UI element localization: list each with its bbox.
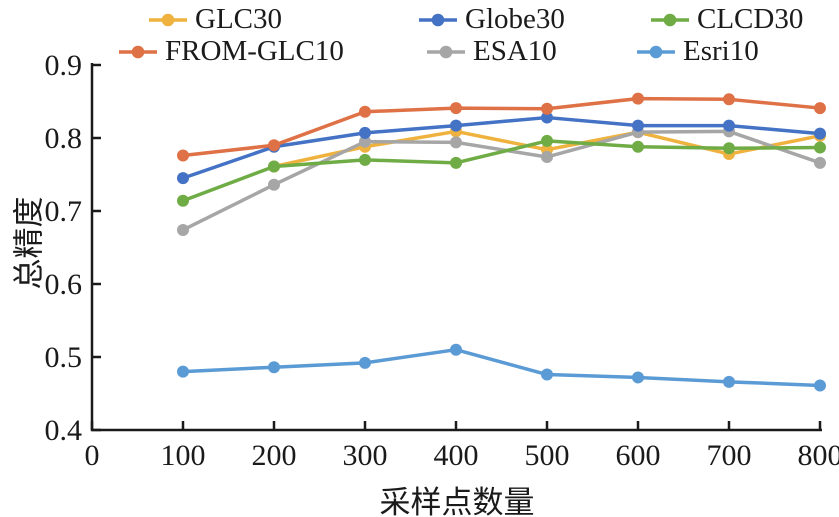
y-tick-label: 0.7 xyxy=(45,195,83,228)
series-line-globe30 xyxy=(182,115,821,180)
data-point-esa10 xyxy=(177,223,189,236)
legend-marker-icon xyxy=(651,13,689,26)
data-point-globe30 xyxy=(177,172,189,185)
legend-marker-icon xyxy=(419,13,457,26)
data-point-from-glc10 xyxy=(177,149,189,162)
data-point-clcd30 xyxy=(268,160,280,173)
data-point-from-glc10 xyxy=(359,105,371,118)
x-tick-label: 500 xyxy=(525,439,570,472)
x-tick-label: 200 xyxy=(252,439,297,472)
x-tick-label: 300 xyxy=(343,439,388,472)
data-point-esa10 xyxy=(359,135,371,148)
data-point-clcd30 xyxy=(450,156,462,169)
legend-label: GLC30 xyxy=(195,3,282,35)
data-point-clcd30 xyxy=(359,153,371,166)
series-line-esa10 xyxy=(182,129,821,232)
legend-marker-icon xyxy=(119,45,157,58)
data-point-esri10 xyxy=(723,375,735,388)
legend-label: FROM-GLC10 xyxy=(165,35,344,67)
data-point-esri10 xyxy=(632,371,644,384)
x-tick-label: 0 xyxy=(85,439,100,472)
data-point-globe30 xyxy=(541,111,553,124)
legend-item-globe30: Globe30 xyxy=(418,5,565,34)
data-point-esa10 xyxy=(541,150,553,163)
x-tick-label: 100 xyxy=(161,439,206,472)
legend-item-from-glc10: FROM-GLC10 xyxy=(118,37,344,66)
data-point-globe30 xyxy=(632,119,644,132)
data-point-esri10 xyxy=(177,365,189,378)
data-point-esri10 xyxy=(814,379,826,392)
data-point-from-glc10 xyxy=(814,102,826,115)
data-point-clcd30 xyxy=(541,134,553,147)
y-tick-label: 0.9 xyxy=(45,49,83,82)
legend-marker-icon xyxy=(637,45,675,58)
data-point-globe30 xyxy=(359,126,371,139)
data-point-clcd30 xyxy=(177,194,189,207)
legend-label: Esri10 xyxy=(683,35,759,67)
data-point-esa10 xyxy=(450,136,462,149)
data-point-from-glc10 xyxy=(541,102,553,115)
y-tick-label: 0.5 xyxy=(45,341,83,374)
data-point-clcd30 xyxy=(632,140,644,153)
data-point-esa10 xyxy=(814,156,826,169)
data-point-clcd30 xyxy=(723,142,735,155)
legend-label: ESA10 xyxy=(473,35,557,67)
y-tick-label: 0.6 xyxy=(45,268,83,301)
data-point-from-glc10 xyxy=(632,92,644,105)
data-point-globe30 xyxy=(814,127,826,140)
x-tick-label: 600 xyxy=(616,439,661,472)
data-point-globe30 xyxy=(723,119,735,132)
data-point-from-glc10 xyxy=(268,139,280,152)
legend-marker-icon xyxy=(149,13,187,26)
legend-label: Globe30 xyxy=(465,3,565,35)
x-tick-label: 800 xyxy=(798,439,839,472)
data-point-esri10 xyxy=(541,368,553,381)
data-point-esri10 xyxy=(359,356,371,369)
data-point-globe30 xyxy=(450,119,462,132)
series-line-clcd30 xyxy=(182,139,821,203)
x-tick-label: 400 xyxy=(434,439,479,472)
series-line-from-glc10 xyxy=(182,96,821,158)
legend-item-glc30: GLC30 xyxy=(148,5,282,34)
axes xyxy=(90,63,822,432)
legend-label: CLCD30 xyxy=(697,3,804,35)
y-tick-label: 0.8 xyxy=(45,122,83,155)
data-point-esa10 xyxy=(268,178,280,191)
data-point-from-glc10 xyxy=(723,93,735,106)
data-point-esri10 xyxy=(450,343,462,356)
legend-item-esa10: ESA10 xyxy=(426,37,557,66)
data-point-esri10 xyxy=(268,361,280,374)
x-axis-label: 采样点数量 xyxy=(379,485,535,517)
data-point-clcd30 xyxy=(814,141,826,154)
y-axis-label: 总精度 xyxy=(11,196,47,290)
legend-item-esri10: Esri10 xyxy=(636,37,759,66)
legend-item-clcd30: CLCD30 xyxy=(650,5,803,34)
series-line-esri10 xyxy=(182,347,821,388)
data-point-from-glc10 xyxy=(450,102,462,115)
legend-marker-icon xyxy=(427,45,465,58)
y-tick-label: 0.4 xyxy=(45,414,83,447)
x-tick-label: 700 xyxy=(707,439,752,472)
